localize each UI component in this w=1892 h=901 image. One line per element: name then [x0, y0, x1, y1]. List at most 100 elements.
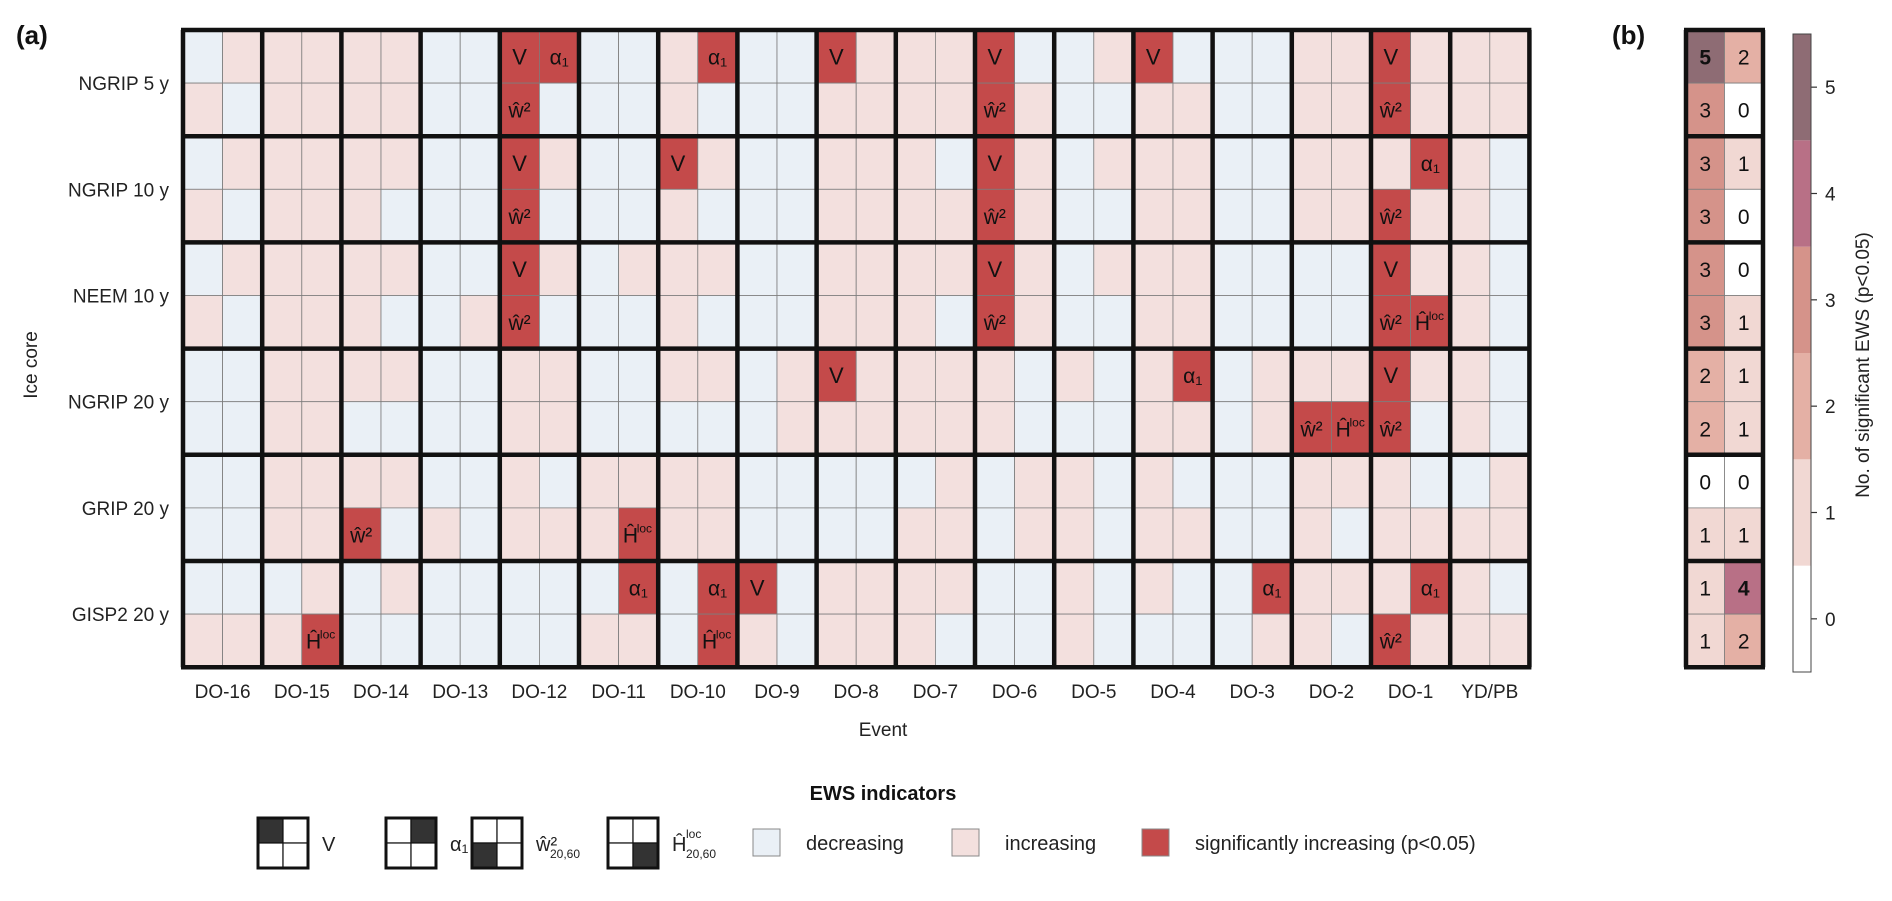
heatmap-cell [1053, 82, 1095, 137]
x-tick-label: DO-11 [591, 682, 646, 703]
heatmap-cell [1489, 188, 1530, 243]
heatmap-cell [895, 241, 936, 296]
colorbar-frame [1792, 33, 1812, 673]
heatmap-cell [539, 82, 580, 137]
count-cell [1724, 295, 1764, 349]
heatmap-cell [1251, 135, 1293, 190]
heatmap-cell [1212, 348, 1253, 403]
cell-label-v: V [512, 151, 527, 176]
heatmap-cell [459, 188, 501, 243]
heatmap-cell [222, 613, 263, 668]
heatmap-cell [618, 241, 659, 296]
heatmap-cell [578, 507, 619, 562]
colorbar-segment [1793, 565, 1811, 672]
legend-icon-frame [470, 816, 524, 870]
count-cell [1685, 401, 1725, 456]
heatmap-cell [261, 613, 303, 668]
heatmap-cell [776, 188, 817, 243]
heatmap-cell [1093, 29, 1134, 84]
heatmap-cell [301, 560, 342, 615]
heatmap-cell [1449, 613, 1491, 668]
heatmap-cell [499, 613, 540, 668]
heatmap-cell [1093, 295, 1134, 349]
cell-label-v: V [1383, 257, 1398, 282]
heatmap-cell [459, 295, 501, 349]
y-tick-label: NGRIP 5 y [79, 74, 170, 95]
heatmap-cell [1251, 401, 1293, 456]
heatmap-cell [1331, 560, 1372, 615]
y-tick-label: NEEM 10 y [73, 287, 170, 308]
heatmap-cell [618, 454, 659, 509]
heatmap-cell [578, 454, 619, 509]
count-cell [1685, 454, 1725, 509]
count-cell [1724, 401, 1764, 456]
cell-label-v: V [512, 257, 527, 282]
heatmap-cell [1172, 241, 1213, 296]
heatmap-cell [935, 507, 976, 562]
heatmap-cell [1291, 401, 1332, 456]
heatmap-cell [618, 29, 659, 84]
heatmap-cell [737, 29, 778, 84]
heatmap-cell [1172, 295, 1213, 349]
heatmap-cell [697, 348, 738, 403]
heatmap-cell [935, 29, 976, 84]
heatmap-cell [1489, 507, 1530, 562]
count-value: 2 [1699, 365, 1711, 388]
heatmap-cell [499, 295, 540, 349]
heatmap-cell [301, 348, 342, 403]
heatmap-cell [895, 348, 936, 403]
heatmap-cell [1172, 188, 1213, 243]
legend-icon-frame [256, 816, 310, 870]
heatmap-cell [182, 401, 223, 456]
cell-label-v: V [1383, 45, 1398, 70]
legend-indicator-label: ŵ² [535, 834, 557, 856]
heatmap-cell [1014, 29, 1055, 84]
heatmap-cell [1370, 82, 1411, 137]
heatmap-cell [1053, 401, 1095, 456]
heatmap-cell [182, 507, 223, 562]
heatmap-cell [301, 188, 342, 243]
heatmap-cell [539, 507, 580, 562]
heatmap-cell [1212, 82, 1253, 137]
heatmap-cell [1053, 295, 1095, 349]
heatmap-cell [222, 29, 263, 84]
legend-icon-cell [471, 842, 498, 869]
heatmap-cell [776, 348, 817, 403]
heatmap-cell [974, 295, 1015, 349]
heatmap-cell [1449, 401, 1491, 456]
heatmap-cell [578, 613, 619, 668]
cell-label-w2: ŵ² [1379, 206, 1402, 229]
heatmap-cell [459, 401, 501, 456]
heatmap-cell [974, 560, 1015, 615]
x-tick-label: DO-12 [511, 682, 567, 703]
legend-icon-cell [257, 817, 284, 844]
heatmap-cell [222, 507, 263, 562]
legend-icon-cell [607, 817, 634, 844]
heatmap-cell [1489, 454, 1530, 509]
heatmap-cell [697, 135, 738, 190]
cell-label-v: V [987, 257, 1002, 282]
heatmap-cell [261, 401, 303, 456]
heatmap-cell [182, 188, 223, 243]
heatmap-cell [1331, 401, 1372, 456]
colorbar-segment [1793, 140, 1811, 247]
heatmap-cell [974, 241, 1015, 296]
y-tick-label: GRIP 20 y [82, 499, 170, 520]
x-tick-label: DO-1 [1388, 682, 1433, 703]
heatmap-cell [1053, 29, 1095, 84]
heatmap-cell [855, 82, 897, 137]
heatmap-cell [737, 188, 778, 243]
heatmap-cell [459, 82, 501, 137]
heatmap-cell [261, 135, 303, 190]
heatmap-cell [1053, 560, 1095, 615]
heatmap-cell [1449, 29, 1491, 84]
heatmap-cell [657, 29, 699, 84]
heatmap-cell [935, 613, 976, 668]
cell-label-hloc-sup: loc [1429, 309, 1444, 323]
heatmap-cell [1489, 241, 1530, 296]
heatmap-cell [222, 401, 263, 456]
heatmap-cell [1014, 295, 1055, 349]
heatmap-cell [340, 82, 382, 137]
heatmap-cell [539, 241, 580, 296]
colorbar-tick-label: 5 [1825, 78, 1836, 99]
